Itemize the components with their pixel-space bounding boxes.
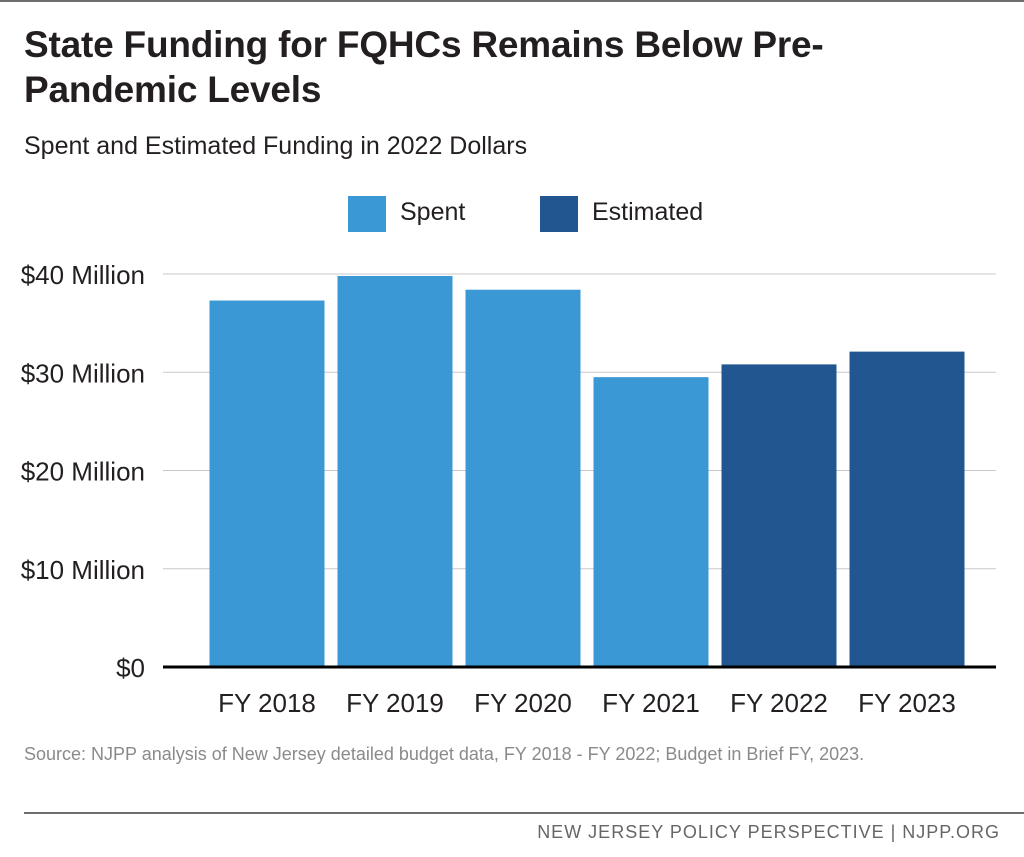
legend-swatch-spent — [348, 196, 386, 232]
legend-swatch-estimated — [540, 196, 578, 232]
top-rule — [0, 0, 1024, 2]
chart-title: State Funding for FQHCs Remains Below Pr… — [24, 24, 824, 110]
legend-label-estimated: Estimated — [592, 198, 704, 226]
bar-fy-2020 — [465, 289, 581, 667]
x-tick-label-5: FY 2023 — [858, 688, 956, 718]
bar-fy-2023 — [849, 351, 965, 667]
chart-subtitle: Spent and Estimated Funding in 2022 Doll… — [24, 132, 528, 160]
y-tick-label-2: $20 Million — [21, 457, 145, 487]
x-tick-label-0: FY 2018 — [218, 688, 316, 718]
bar-chart: $0 $10 Million $20 Million $30 Million $40 M… — [21, 260, 996, 718]
y-tick-label-1: $10 Million — [21, 555, 145, 585]
y-tick-label-0: $0 — [116, 653, 145, 683]
y-tick-label-3: $30 Million — [21, 358, 145, 388]
footer-credit: NEW JERSEY POLICY PERSPECTIVE | NJPP.ORG — [537, 822, 1000, 842]
bar-fy-2018 — [209, 300, 325, 667]
bar-fy-2019 — [337, 275, 453, 667]
x-tick-label-3: FY 2021 — [602, 688, 700, 718]
bar-fy-2021 — [593, 377, 709, 667]
x-tick-label-4: FY 2022 — [730, 688, 828, 718]
bar-fy-2022 — [721, 364, 837, 667]
x-tick-label-1: FY 2019 — [346, 688, 444, 718]
y-tick-label-4: $40 Million — [21, 260, 145, 290]
source-note: Source: NJPP analysis of New Jersey deta… — [24, 744, 865, 764]
bottom-rule — [24, 812, 1024, 814]
legend-label-spent: Spent — [400, 198, 466, 226]
x-tick-label-2: FY 2020 — [474, 688, 572, 718]
